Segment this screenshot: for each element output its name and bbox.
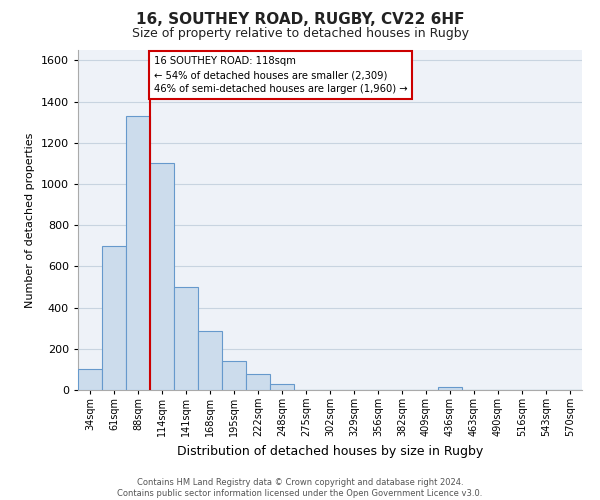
Bar [174,287,198,390]
Bar [222,361,246,390]
Y-axis label: Number of detached properties: Number of detached properties [25,132,35,308]
Bar [246,374,270,390]
Bar [438,387,462,390]
X-axis label: Distribution of detached houses by size in Rugby: Distribution of detached houses by size … [177,445,483,458]
Bar [126,116,150,390]
Bar [102,246,126,390]
Bar [270,384,294,390]
Bar [78,370,102,390]
Text: 16, SOUTHEY ROAD, RUGBY, CV22 6HF: 16, SOUTHEY ROAD, RUGBY, CV22 6HF [136,12,464,28]
Bar [198,332,222,390]
Text: Contains HM Land Registry data © Crown copyright and database right 2024.
Contai: Contains HM Land Registry data © Crown c… [118,478,482,498]
Bar [150,164,174,390]
Text: 16 SOUTHEY ROAD: 118sqm
← 54% of detached houses are smaller (2,309)
46% of semi: 16 SOUTHEY ROAD: 118sqm ← 54% of detache… [154,56,407,94]
Text: Size of property relative to detached houses in Rugby: Size of property relative to detached ho… [131,28,469,40]
